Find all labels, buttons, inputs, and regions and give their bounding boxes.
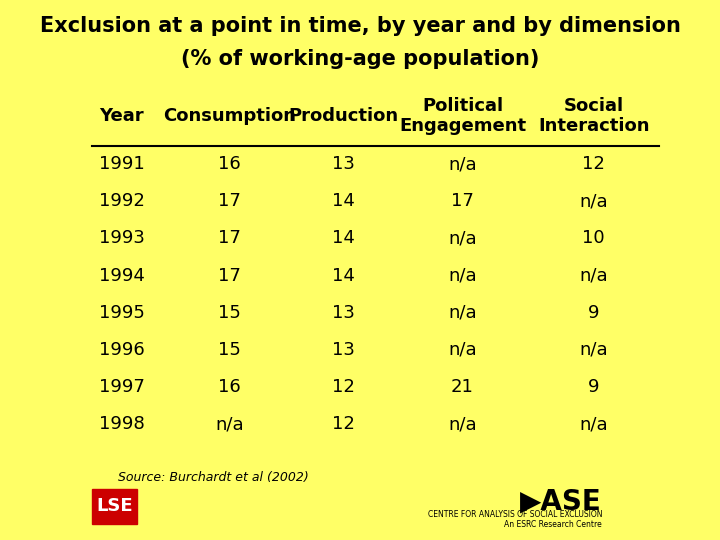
Text: 1991: 1991 [99,155,145,173]
Text: 14: 14 [332,230,354,247]
Text: 1995: 1995 [99,304,145,322]
Text: 1992: 1992 [99,192,145,210]
Text: CENTRE FOR ANALYSIS OF SOCIAL EXCLUSION
An ESRC Research Centre: CENTRE FOR ANALYSIS OF SOCIAL EXCLUSION … [428,510,602,529]
Text: n/a: n/a [448,230,477,247]
Text: 16: 16 [218,378,241,396]
Text: Social
Interaction: Social Interaction [538,97,649,136]
Text: 1997: 1997 [99,378,145,396]
Text: 14: 14 [332,192,354,210]
Text: 15: 15 [218,304,241,322]
Text: LSE: LSE [96,497,133,515]
Text: n/a: n/a [448,415,477,433]
Text: 13: 13 [332,155,354,173]
Text: 10: 10 [582,230,605,247]
Text: Consumption: Consumption [163,107,296,125]
Text: n/a: n/a [580,267,608,285]
Text: 13: 13 [332,304,354,322]
Text: Year: Year [99,107,143,125]
Text: n/a: n/a [448,155,477,173]
Text: 12: 12 [332,415,354,433]
Text: 16: 16 [218,155,241,173]
Text: ▶ASE: ▶ASE [521,487,602,515]
Text: 1998: 1998 [99,415,145,433]
Text: n/a: n/a [580,415,608,433]
Text: 9: 9 [588,304,600,322]
Text: 9: 9 [588,378,600,396]
Text: (% of working-age population): (% of working-age population) [181,49,539,69]
Text: 1996: 1996 [99,341,145,359]
Text: Exclusion at a point in time, by year and by dimension: Exclusion at a point in time, by year an… [40,16,680,36]
Text: 1994: 1994 [99,267,145,285]
Text: n/a: n/a [215,415,244,433]
Text: 17: 17 [451,192,474,210]
Text: 17: 17 [218,267,241,285]
Text: 21: 21 [451,378,474,396]
Text: n/a: n/a [580,192,608,210]
Text: 12: 12 [332,378,354,396]
Text: 12: 12 [582,155,606,173]
FancyBboxPatch shape [92,489,137,524]
Text: n/a: n/a [448,341,477,359]
Text: Production: Production [288,107,398,125]
Text: 14: 14 [332,267,354,285]
Text: n/a: n/a [448,267,477,285]
Text: n/a: n/a [580,341,608,359]
Text: 1993: 1993 [99,230,145,247]
Text: Political
Engagement: Political Engagement [399,97,526,136]
Text: n/a: n/a [448,304,477,322]
Text: 17: 17 [218,230,241,247]
Text: Source: Burchardt et al (2002): Source: Burchardt et al (2002) [118,471,309,484]
Text: 17: 17 [218,192,241,210]
Text: 15: 15 [218,341,241,359]
Text: 13: 13 [332,341,354,359]
